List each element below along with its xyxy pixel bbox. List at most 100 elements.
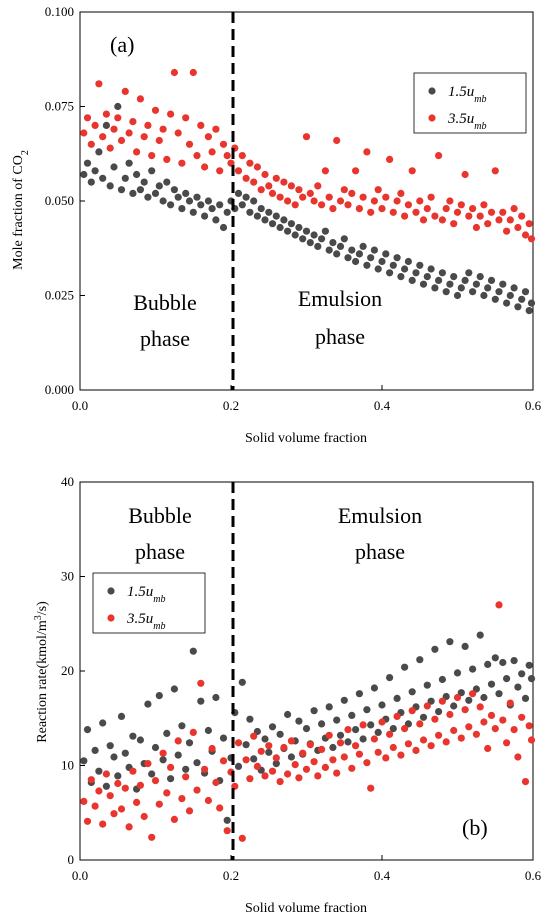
data-point-1-5umb (302, 227, 311, 235)
data-point-3-5umb (321, 167, 329, 175)
data-point-1-5umb (514, 303, 522, 311)
data-point-1-5umb (503, 299, 511, 307)
data-point-3-5umb (363, 148, 371, 156)
data-point-3-5umb (378, 205, 386, 213)
data-point-1-5umb (272, 760, 280, 768)
data-point-1-5umb (148, 167, 156, 175)
data-point-3-5umb (408, 167, 416, 175)
data-point-3-5umb (382, 754, 390, 762)
data-point-1-5umb (208, 205, 216, 213)
data-point-3-5umb (295, 774, 303, 782)
data-point-3-5umb (431, 212, 439, 220)
data-point-1-5umb (268, 220, 277, 228)
data-point-1-5umb (374, 728, 382, 737)
series-points-a (80, 68, 536, 315)
data-point-3-5umb (272, 754, 280, 762)
data-point-1-5umb (518, 295, 526, 303)
data-point-3-5umb (242, 174, 250, 182)
data-point-1-5umb (484, 660, 492, 669)
data-point-3-5umb (318, 745, 326, 754)
data-point-1-5umb (129, 732, 137, 740)
data-point-1-5umb (423, 681, 431, 689)
y-tick-label: 40 (61, 474, 74, 489)
data-point-3-5umb (106, 792, 114, 800)
data-point-3-5umb (136, 95, 144, 103)
data-point-1-5umb (136, 736, 144, 744)
data-point-1-5umb (378, 701, 386, 709)
data-point-1-5umb (435, 276, 443, 284)
data-point-1-5umb (242, 741, 250, 749)
data-point-3-5umb (419, 736, 428, 744)
data-point-1-5umb (419, 280, 428, 288)
data-point-3-5umb (182, 773, 190, 781)
data-point-3-5umb (329, 756, 337, 764)
data-point-1-5umb (114, 772, 122, 780)
data-point-3-5umb (287, 737, 295, 745)
data-point-3-5umb (83, 817, 92, 825)
y-tick-label: 0.025 (45, 288, 74, 303)
data-point-1-5umb (163, 729, 171, 738)
data-point-1-5umb (438, 675, 446, 684)
data-point-1-5umb (510, 284, 518, 292)
data-point-3-5umb (265, 742, 273, 750)
data-point-1-5umb (321, 227, 329, 235)
data-point-3-5umb (442, 738, 450, 746)
data-point-3-5umb (340, 753, 348, 761)
data-point-3-5umb (155, 136, 163, 145)
data-point-3-5umb (506, 216, 514, 224)
data-point-1-5umb (272, 212, 280, 220)
data-point-3-5umb (386, 155, 394, 163)
data-point-1-5umb (367, 721, 375, 729)
data-point-3-5umb (355, 205, 363, 213)
data-point-1-5umb (144, 700, 152, 708)
data-point-1-5umb (461, 642, 469, 651)
data-point-3-5umb (272, 174, 280, 182)
data-point-3-5umb (370, 197, 378, 205)
data-point-3-5umb (201, 163, 209, 171)
data-point-3-5umb (193, 152, 201, 160)
y-axis-label-a: Mole fraction of CO2 (11, 150, 31, 270)
data-point-3-5umb (291, 201, 299, 209)
data-point-1-5umb (382, 250, 390, 258)
data-point-3-5umb (397, 751, 405, 759)
data-point-3-5umb (404, 740, 412, 748)
data-point-1-5umb (189, 647, 197, 655)
data-point-3-5umb (518, 212, 526, 220)
data-point-1-5umb (284, 710, 292, 719)
data-point-3-5umb (472, 223, 480, 232)
x-tick-labels-a: 0.0 0.2 0.4 0.6 (72, 398, 542, 413)
data-point-3-5umb (246, 775, 254, 783)
data-point-3-5umb (401, 212, 409, 220)
data-point-3-5umb (382, 193, 390, 201)
data-point-3-5umb (389, 743, 397, 752)
chart-a: 0.0 0.2 0.4 0.6 0.000 0.025 0.050 0.075 … (11, 4, 542, 446)
x-tick-labels-b: 0.0 0.2 0.4 0.6 (72, 868, 542, 883)
data-point-3-5umb (268, 189, 277, 197)
data-point-1-5umb (246, 208, 254, 216)
data-point-3-5umb (386, 730, 394, 738)
data-point-1-5umb (333, 716, 341, 724)
data-point-3-5umb (336, 197, 345, 205)
legend-label-3-5umb-a: 3.5umb (447, 111, 486, 132)
data-point-1-5umb (419, 713, 428, 721)
data-point-1-5umb (253, 212, 261, 220)
data-point-1-5umb (487, 276, 496, 284)
data-point-3-5umb (182, 114, 190, 122)
panel-label-a: (a) (110, 32, 134, 57)
data-point-3-5umb (487, 711, 496, 720)
data-point-3-5umb (412, 208, 420, 216)
data-point-3-5umb (484, 744, 492, 753)
data-point-1-5umb (521, 694, 530, 703)
data-point-3-5umb (174, 737, 182, 745)
data-point-1-5umb (170, 685, 178, 693)
data-point-1-5umb (102, 782, 110, 790)
data-point-3-5umb (329, 205, 337, 213)
data-point-1-5umb (495, 690, 503, 698)
data-point-1-5umb (325, 703, 333, 711)
data-point-3-5umb (151, 106, 160, 114)
data-point-3-5umb (144, 760, 152, 768)
data-point-3-5umb (442, 205, 450, 213)
data-point-1-5umb (159, 756, 167, 764)
data-point-1-5umb (223, 208, 231, 216)
data-point-3-5umb (129, 767, 137, 775)
